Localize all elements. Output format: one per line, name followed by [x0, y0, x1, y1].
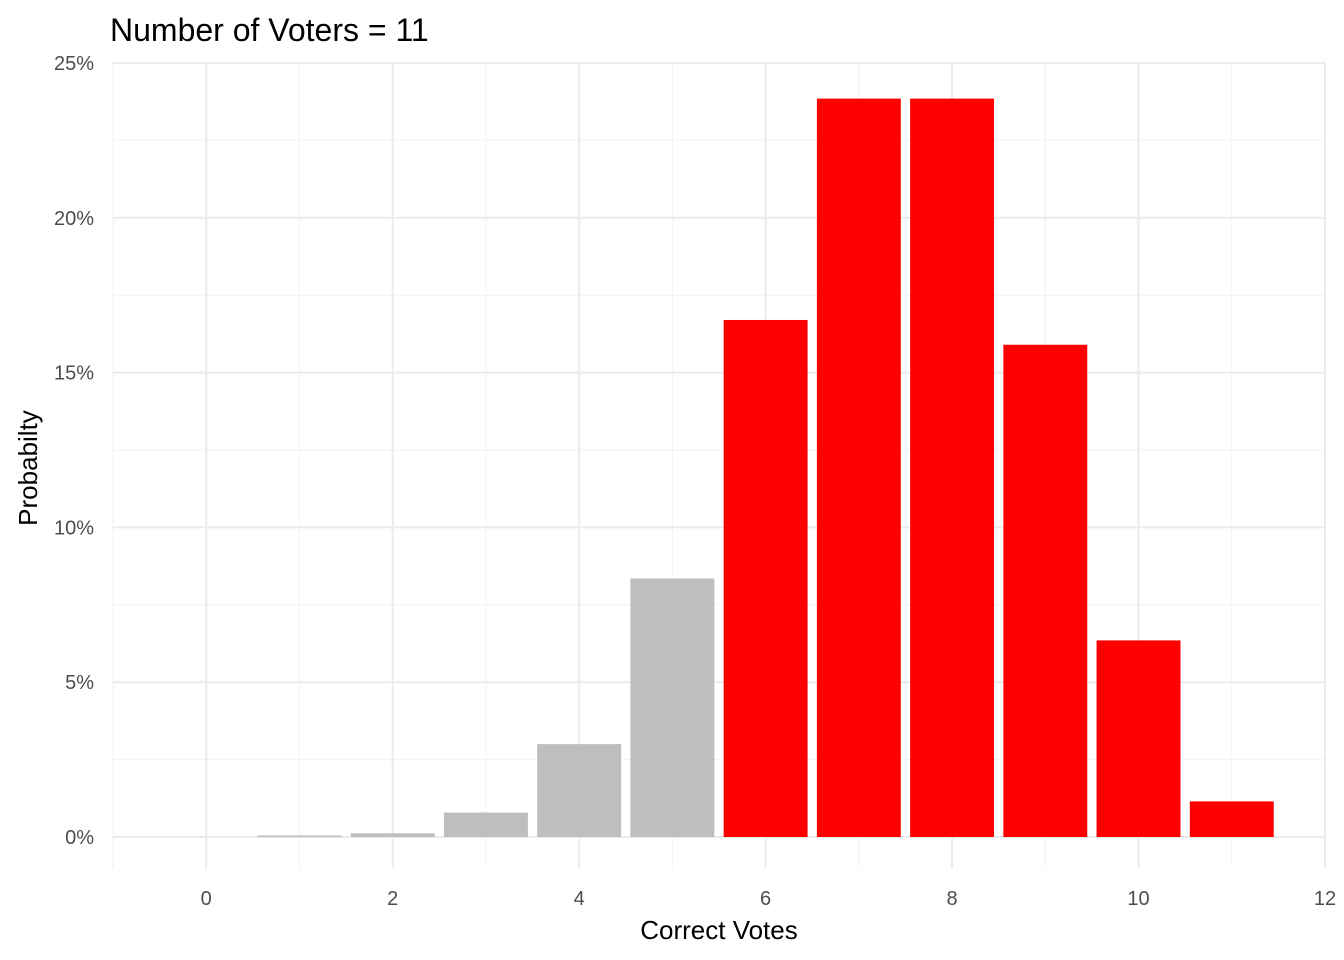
y-tick-label: 5%: [65, 672, 94, 694]
bar-6: 6: 16.7%: [723, 319, 808, 837]
y-tick-label: 20%: [54, 208, 94, 230]
x-axis-title: Correct Votes: [640, 915, 798, 945]
bars-layer: 0: 0%1: 0.05%2: 0.12%3: 0.79%4: 3%5: 8.3…: [257, 98, 1274, 837]
x-tick-label: 0: [201, 888, 212, 910]
y-axis-title: Probabilty: [13, 410, 43, 526]
y-tick-label: 15%: [54, 363, 94, 385]
chart-title: Number of Voters = 11: [110, 12, 429, 48]
x-tick-label: 6: [760, 888, 771, 910]
bar-4: 4: 3%: [537, 744, 622, 837]
grid-layer: [112, 62, 1326, 868]
y-tick-label: 0%: [65, 827, 94, 849]
bar-11: 11: 1.15%: [1189, 801, 1274, 837]
bar-3: 3: 0.79%: [443, 812, 528, 837]
bar-7: 7: 23.85%: [816, 98, 901, 837]
bar-5: 5: 8.35%: [630, 578, 715, 837]
x-tick-label: 2: [387, 888, 398, 910]
bar-1: 1: 0.05%: [257, 835, 342, 837]
bar-2: 2: 0.12%: [350, 833, 435, 837]
bar-8: 8: 23.85%: [910, 98, 995, 837]
x-tick-label: 10: [1127, 888, 1149, 910]
bar-9: 9: 15.9%: [1003, 344, 1088, 837]
y-tick-label: 10%: [54, 517, 94, 539]
x-tick-label: 12: [1314, 888, 1336, 910]
x-axis-ticks: 0 2 4 6 8 10 12: [201, 888, 1336, 910]
y-tick-label: 25%: [54, 53, 94, 75]
x-tick-label: 4: [574, 888, 585, 910]
bar-10: 10: 6.35%: [1096, 640, 1181, 837]
x-tick-label: 8: [947, 888, 958, 910]
y-axis-ticks: 0% 5% 10% 15% 20% 25%: [54, 53, 94, 849]
